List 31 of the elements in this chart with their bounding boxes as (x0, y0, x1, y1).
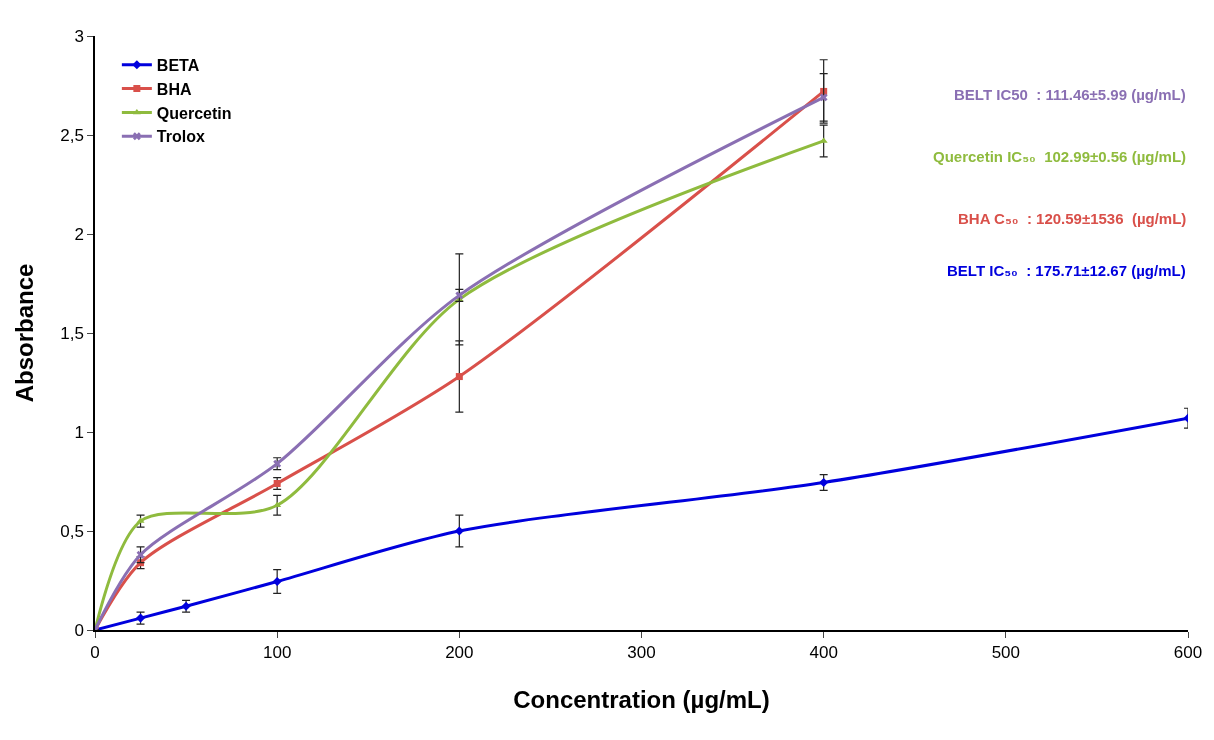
y-axis-title: Absorbance (10, 263, 38, 403)
y-tick-label: 3 (74, 26, 84, 46)
x-tick-label: 200 (445, 643, 474, 663)
x-tick-label: 300 (627, 643, 656, 663)
annotation: BELT IC₅₀ : 175.71±12.67 (µg/mL) (947, 262, 1186, 279)
annotation: BELT IC50 : 111.46±5.99 (µg/mL) (954, 86, 1186, 103)
point (136, 550, 145, 559)
annotation: Quercetin IC₅₀ 102.99±0.56 (µg/mL) (933, 148, 1187, 165)
y-tick-label: 1 (74, 422, 84, 442)
y-tick-label: 1,5 (60, 323, 84, 343)
y-tick-label: 2,5 (60, 125, 84, 145)
point (272, 576, 282, 587)
legend-label: Quercetin (156, 104, 232, 122)
point (455, 373, 463, 381)
x-tick-label: 0 (90, 643, 100, 663)
legend-label: BHA (156, 80, 192, 98)
y-tick-label: 0 (74, 620, 84, 640)
annotation: BHA C₅₀ : 120.59±1536 (µg/mL) (958, 210, 1187, 227)
x-tick-label: 100 (262, 643, 292, 663)
point (454, 526, 464, 536)
x-tick-label: 400 (809, 643, 838, 663)
y-tick-label: 0,5 (60, 521, 84, 541)
point (819, 477, 829, 488)
point (819, 93, 828, 102)
legend-label: Trolox (156, 128, 205, 146)
legend-label: BETA (156, 57, 200, 75)
point (273, 501, 282, 508)
x-axis-title: Concentration (µg/mL) (513, 685, 770, 713)
y-tick-label: 2 (74, 224, 84, 244)
x-tick-label: 500 (991, 643, 1021, 663)
x-tick-label: 600 (1173, 643, 1203, 663)
